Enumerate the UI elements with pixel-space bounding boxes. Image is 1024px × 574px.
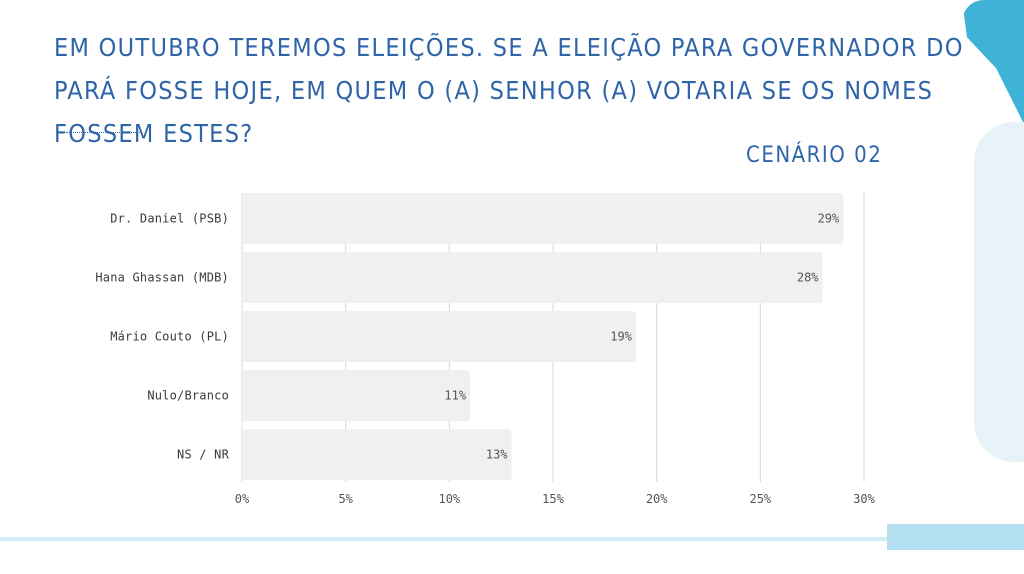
footer-accent-block	[887, 524, 1024, 550]
category-label: Nulo/Branco	[147, 389, 229, 403]
bar	[242, 370, 471, 421]
data-label: 29%	[818, 212, 840, 226]
x-tick-label: 5%	[338, 492, 353, 506]
category-label: Dr. Daniel (PSB)	[110, 212, 229, 226]
bar	[242, 193, 844, 244]
x-tick-label: 20%	[646, 492, 668, 506]
category-label: NS / NR	[177, 448, 230, 462]
data-label: 11%	[444, 389, 466, 403]
data-label: 19%	[610, 330, 632, 344]
bar	[242, 252, 823, 303]
x-tick-label: 0%	[235, 492, 250, 506]
bar	[242, 429, 512, 480]
footer-line	[0, 537, 975, 541]
category-label: Mário Couto (PL)	[110, 330, 229, 344]
bar	[242, 311, 636, 362]
scenario-title: CENÁRIO 02	[746, 143, 883, 168]
data-label: 13%	[486, 448, 508, 462]
x-tick-label: 30%	[853, 492, 875, 506]
category-label: Hana Ghassan (MDB)	[95, 271, 229, 285]
side-decoration	[974, 122, 1024, 462]
x-tick-label: 25%	[749, 492, 771, 506]
survey-question: EM OUTUBRO TEREMOS ELEIÇÕES. SE A ELEIÇÃ…	[54, 33, 964, 148]
x-tick-label: 15%	[542, 492, 564, 506]
x-tick-label: 10%	[438, 492, 460, 506]
title-underline	[66, 132, 140, 133]
data-label: 28%	[797, 271, 819, 285]
